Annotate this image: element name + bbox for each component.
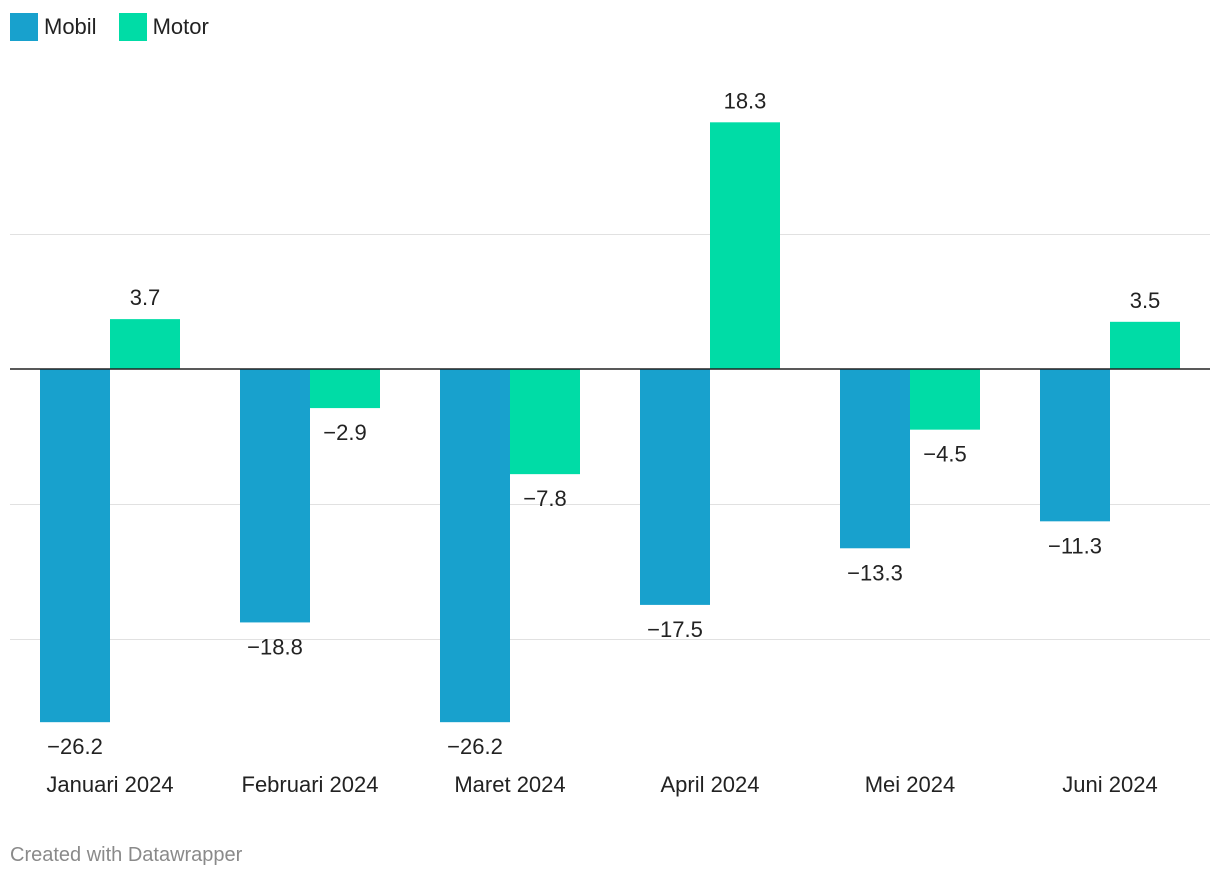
- x-tick-label-4: Mei 2024: [865, 772, 956, 797]
- x-tick-label-5: Juni 2024: [1062, 772, 1157, 797]
- bar-mobil-2: [440, 369, 510, 723]
- bar-motor-1: [310, 369, 380, 409]
- credit-text: Created with Datawrapper: [10, 844, 243, 866]
- bar-label-motor-0: 3.7: [130, 285, 161, 310]
- x-tick-label-0: Januari 2024: [46, 772, 173, 797]
- x-tick-label-2: Maret 2024: [454, 772, 565, 797]
- legend-label-motor: Motor: [152, 14, 209, 39]
- bar-label-mobil-5: −11.3: [1048, 533, 1102, 558]
- bar-label-mobil-2: −26.2: [447, 734, 503, 759]
- bar-label-motor-2: −7.8: [523, 486, 566, 511]
- legend-label-mobil: Mobil: [44, 14, 97, 39]
- bar-mobil-4: [840, 369, 910, 549]
- legend-swatch-mobil: [10, 13, 38, 41]
- bar-motor-5: [1110, 321, 1180, 369]
- bar-label-motor-3: 18.3: [724, 88, 767, 113]
- bar-mobil-1: [240, 369, 310, 623]
- legend-item-motor: Motor: [118, 13, 209, 41]
- legend-item-mobil: Mobil: [10, 13, 97, 41]
- legend: Mobil Motor: [10, 12, 231, 42]
- bar-motor-2: [510, 369, 580, 475]
- bar-mobil-5: [1040, 369, 1110, 522]
- bar-label-mobil-4: −13.3: [847, 560, 903, 585]
- bar-motor-0: [110, 319, 180, 369]
- legend-swatch-motor: [118, 13, 147, 41]
- x-tick-label-3: April 2024: [660, 772, 759, 797]
- bar-label-mobil-0: −26.2: [47, 734, 103, 759]
- bar-motor-3: [710, 122, 780, 369]
- bar-motor-4: [910, 369, 980, 430]
- bar-label-motor-1: −2.9: [323, 420, 366, 445]
- bar-mobil-0: [40, 369, 110, 723]
- bar-label-mobil-3: −17.5: [647, 617, 703, 642]
- bar-mobil-3: [640, 369, 710, 605]
- bar-label-motor-4: −4.5: [923, 442, 966, 467]
- bar-label-mobil-1: −18.8: [247, 634, 303, 659]
- bar-label-motor-5: 3.5: [1130, 288, 1161, 313]
- x-tick-label-1: Februari 2024: [242, 772, 379, 797]
